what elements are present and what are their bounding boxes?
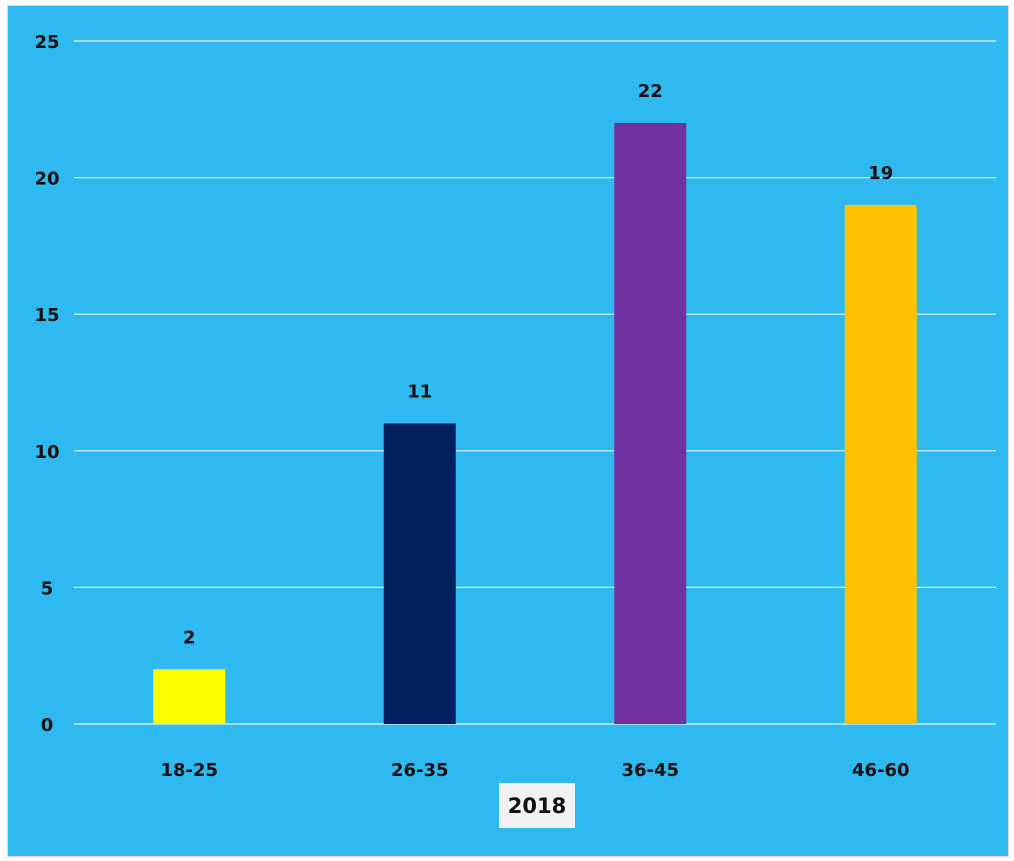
data-label: 2 bbox=[183, 627, 196, 648]
data-label: 19 bbox=[868, 163, 893, 184]
x-axis-category-labels: 18-25 26-35 36-45 46-60 bbox=[160, 760, 909, 781]
bars bbox=[153, 122, 917, 725]
x-axis-label: 2018 bbox=[499, 783, 575, 828]
bar-36-45 bbox=[614, 122, 687, 724]
bar-46-60 bbox=[844, 204, 917, 725]
data-label: 11 bbox=[407, 381, 432, 402]
x-tick-label: 26-35 bbox=[391, 760, 449, 781]
y-tick-label: 15 bbox=[34, 305, 59, 326]
y-tick-label: 10 bbox=[34, 442, 59, 463]
x-tick-label: 18-25 bbox=[160, 760, 218, 781]
bar-26-35 bbox=[383, 423, 456, 724]
y-tick-label: 5 bbox=[41, 578, 54, 599]
y-tick-label: 20 bbox=[34, 169, 59, 190]
y-tick-label: 0 bbox=[41, 715, 54, 736]
bar-18-25 bbox=[153, 669, 226, 724]
gridlines bbox=[74, 40, 996, 725]
data-label: 22 bbox=[638, 81, 663, 102]
y-tick-label: 25 bbox=[34, 32, 59, 53]
x-tick-label: 46-60 bbox=[852, 760, 910, 781]
data-labels: 2 11 22 19 bbox=[183, 81, 893, 648]
y-axis-tick-labels: 0 5 10 15 20 25 bbox=[34, 32, 59, 736]
x-tick-label: 36-45 bbox=[621, 760, 679, 781]
